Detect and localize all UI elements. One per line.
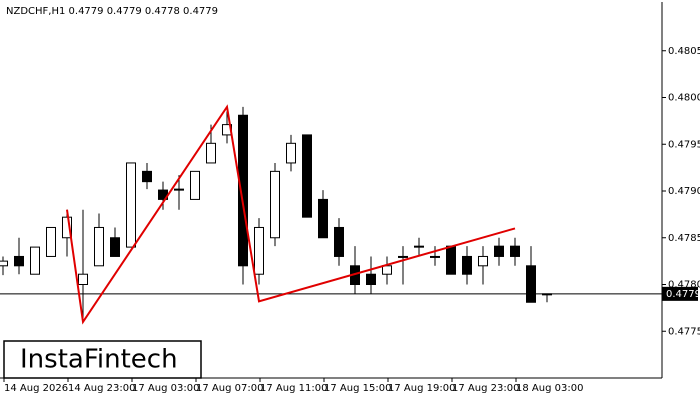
x-tick-label: 14 Aug 2026 [4, 383, 68, 394]
candle-body [62, 216, 72, 239]
x-tick-label: 17 Aug 15:00 [324, 383, 391, 394]
candle-body [382, 265, 392, 275]
candle-body [126, 162, 136, 248]
candle-body [14, 255, 24, 267]
candle-body [478, 255, 488, 267]
y-tick-label: 0.4790 [668, 186, 700, 197]
candle-body [270, 170, 280, 239]
x-tick-label: 17 Aug 11:00 [260, 383, 327, 394]
y-tick-label: 0.4795 [668, 139, 700, 150]
chart-title: NZDCHF,H1 0.4779 0.4779 0.4778 0.4779 [6, 6, 218, 17]
candle-body [30, 246, 40, 275]
candle-body [526, 265, 536, 303]
x-tick-label: 17 Aug 19:00 [388, 383, 455, 394]
y-tick-label: 0.4805 [668, 46, 700, 57]
x-tick-label: 17 Aug 23:00 [452, 383, 519, 394]
x-tick-label: 14 Aug 23:00 [68, 383, 135, 394]
candle-body [494, 245, 504, 257]
candle-body [414, 245, 424, 248]
candle-body [0, 260, 8, 267]
y-tick-label: 0.4800 [668, 93, 700, 104]
candle-body [334, 226, 344, 257]
candle-body [286, 142, 296, 164]
candle-body [462, 255, 472, 275]
pattern-line [66, 104, 516, 325]
candle-body [254, 226, 264, 275]
candle-body [206, 142, 216, 164]
candle-body [46, 226, 56, 257]
last-price-label: 0.4779 [666, 289, 700, 300]
candle-body [238, 114, 248, 267]
candle-body [446, 245, 456, 275]
x-tick-label: 18 Aug 03:00 [516, 383, 583, 394]
y-tick-label: 0.4780 [668, 280, 700, 291]
candle-body [174, 188, 184, 191]
candle-body [430, 255, 440, 258]
candle-body [190, 170, 200, 200]
logo-box [3, 340, 202, 379]
candle-body [318, 198, 328, 239]
candle-body [94, 226, 104, 267]
candle-body [366, 273, 376, 285]
candle-body [398, 255, 408, 258]
y-tick-label: 0.4785 [668, 233, 700, 244]
candle-body [142, 170, 152, 183]
logo: InstaFintech [20, 345, 178, 375]
candle-body [302, 134, 312, 218]
x-tick-label: 17 Aug 07:00 [196, 383, 263, 394]
candle-body [510, 245, 520, 257]
y-tick-label: 0.4775 [668, 326, 700, 337]
candle-body [78, 273, 88, 285]
x-tick-label: 17 Aug 03:00 [132, 383, 199, 394]
last-price-box [662, 286, 698, 301]
candle-body [110, 237, 120, 257]
